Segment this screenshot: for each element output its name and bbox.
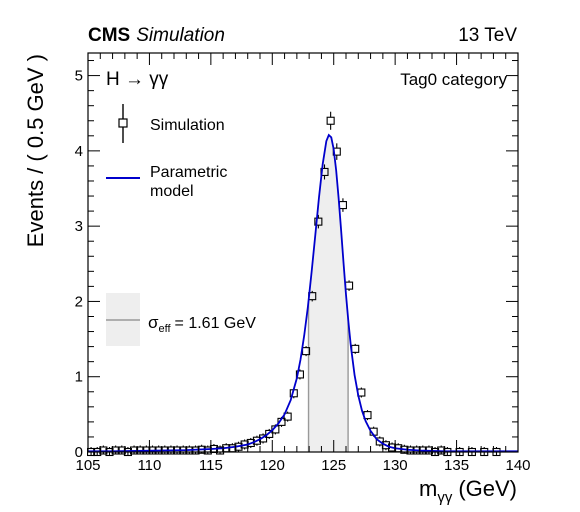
point-marker: [338, 201, 347, 210]
sigma-eff-band: [307, 135, 349, 452]
parametric-model-curve: [88, 133, 518, 453]
x-axis-title-sub: γγ: [437, 489, 453, 506]
y-tick-label: 1: [75, 369, 83, 386]
point-marker: [345, 281, 354, 290]
x-axis-title-main: m: [419, 476, 437, 501]
experiment-label: CMS: [88, 25, 130, 46]
legend-sigma-sub: eff: [159, 323, 172, 335]
y-tick-label: 3: [75, 218, 83, 235]
point-marker: [381, 441, 390, 450]
y-tick-label: 2: [75, 293, 83, 310]
simulation-point: [345, 280, 354, 291]
point-marker: [265, 429, 274, 438]
x-tick-label: 115: [199, 457, 223, 474]
sigma-eff-area: [308, 135, 349, 452]
x-tick-label: 125: [321, 457, 346, 474]
simulation-point: [351, 343, 360, 354]
plot-frame: [87, 52, 519, 453]
experiment-suffix: Simulation: [136, 25, 225, 46]
legend-sigma-value: = 1.61 GeV: [175, 315, 257, 332]
x-tick-label: 130: [383, 457, 408, 474]
point-marker: [283, 412, 292, 421]
x-tick-label: 120: [260, 457, 285, 474]
y-axis-title: Events / ( 0.5 GeV ): [23, 54, 48, 247]
x-tick-label: 140: [505, 457, 530, 474]
simulation-point: [265, 428, 274, 439]
legend-simulation-label: Simulation: [150, 117, 225, 134]
y-tick-label: 5: [75, 68, 83, 85]
legend-sigma-symbol: σ: [148, 313, 159, 332]
x-axis-title: mγγ (GeV): [419, 476, 517, 506]
simulation-point: [326, 111, 335, 130]
simulation-point: [381, 440, 390, 451]
point-marker: [326, 116, 335, 125]
point-marker: [295, 370, 304, 379]
energy-label: 13 TeV: [458, 25, 517, 46]
y-tick-label: 0: [75, 444, 83, 461]
y-tick-label: 4: [75, 143, 83, 160]
x-tick-label: 110: [137, 457, 161, 474]
point-marker: [314, 217, 323, 226]
legend: Simulation Parametric model σeff = 1.61 G…: [106, 104, 256, 346]
point-marker: [252, 436, 261, 445]
point-marker: [351, 344, 360, 353]
legend-model-label-2: model: [150, 183, 194, 200]
x-tick-label: 135: [444, 457, 469, 474]
axis-ticks: 105 110 115 120 125 130 135 140 0 1 2 3 4 5: [75, 53, 531, 474]
simulation-point: [338, 198, 347, 212]
process-label: H → γγ: [106, 69, 169, 90]
simulation-point: [252, 435, 261, 446]
simulation-point: [283, 411, 292, 422]
legend-sigma-label: σeff = 1.61 GeV: [148, 313, 256, 335]
simulation-point: [314, 214, 323, 229]
legend-simulation-marker: [118, 118, 128, 128]
category-label: Tag0 category: [400, 70, 507, 89]
legend-model-label-1: Parametric: [150, 164, 227, 181]
x-tick-label: 105: [75, 457, 100, 474]
simulation-point: [295, 369, 304, 380]
x-axis-title-unit: (GeV): [458, 476, 517, 501]
